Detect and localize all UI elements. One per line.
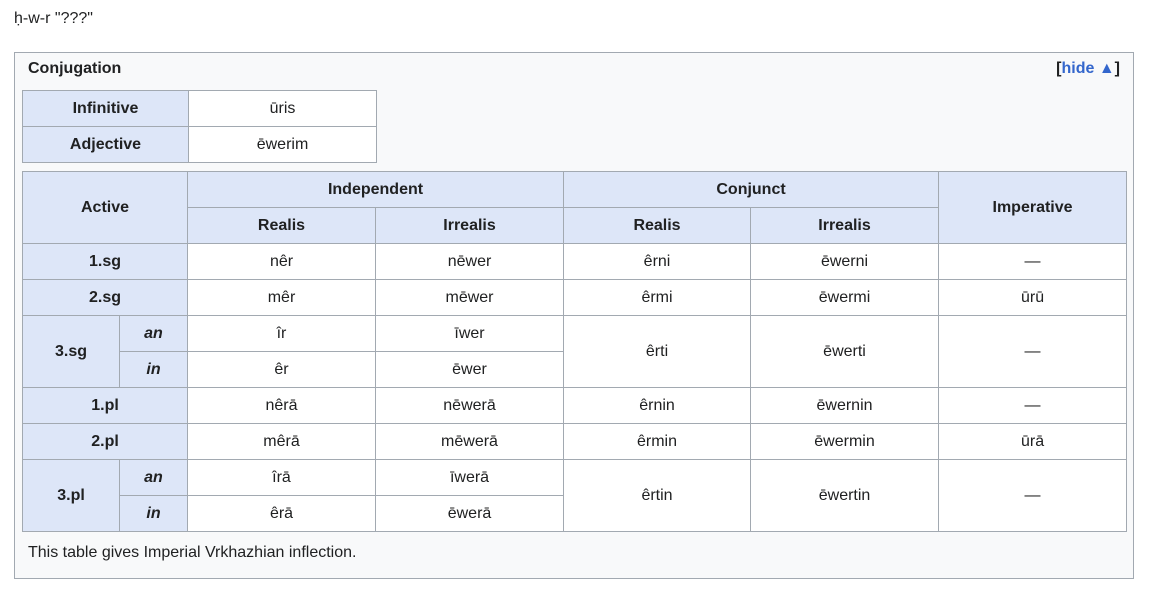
cell: êrnin xyxy=(563,387,752,424)
cell: êrti xyxy=(563,315,752,388)
cell: ēwerni xyxy=(750,243,940,280)
header-cell: 1.sg xyxy=(22,243,188,280)
header-cell: 2.pl xyxy=(22,423,188,460)
cell: ēwermin xyxy=(750,423,940,460)
page-title: ḥ-w-r "???" xyxy=(14,10,93,27)
cell: îr xyxy=(187,315,376,352)
header-cell: in xyxy=(119,351,188,388)
header-cell: Infinitive xyxy=(22,90,189,127)
header-cell: 3.sg xyxy=(22,315,120,388)
row: Infinitive ūris xyxy=(22,90,377,127)
cell: nêr xyxy=(187,243,376,280)
cell: nêrā xyxy=(187,387,376,424)
cell: mêr xyxy=(187,279,376,316)
row: 1.pl nêrā nēwerā êrnin ēwernin — xyxy=(22,387,1128,424)
row: 3.pl an îrā īwerā êrtin ēwertin — xyxy=(22,459,1128,532)
cell: — xyxy=(938,243,1128,280)
row: Active Independent Conjunct Imperative xyxy=(22,171,1128,244)
cell: ēwerti xyxy=(750,315,940,388)
toggle: [hide ▲] xyxy=(1056,60,1120,78)
header-cell: 3.pl xyxy=(22,459,120,532)
header-cell: Irrealis xyxy=(750,207,940,244)
header-cell: Imperative xyxy=(938,171,1128,244)
cell: ūrā xyxy=(938,423,1128,460)
row: 1.sg nêr nēwer êrni ēwerni — xyxy=(22,243,1128,280)
bracket: ] xyxy=(1114,60,1120,77)
cell: — xyxy=(938,387,1128,424)
cell: īwer xyxy=(374,315,565,352)
cell: ēwertin xyxy=(750,459,940,532)
cell: ūris xyxy=(188,90,377,127)
cell: ūrū xyxy=(938,279,1128,316)
conjugation-table: Active Independent Conjunct Imperative R… xyxy=(22,171,1128,532)
cell: mēwer xyxy=(374,279,565,316)
header-cell: an xyxy=(119,459,188,496)
bracket: [ xyxy=(1056,60,1062,77)
cell: êrni xyxy=(563,243,752,280)
cell: ēwerā xyxy=(374,495,565,532)
header-cell: an xyxy=(119,315,188,352)
row: 2.pl mêrā mēwerā êrmin ēwermin ūrā xyxy=(22,423,1128,460)
cell: nēwer xyxy=(374,243,565,280)
cell: mêrā xyxy=(187,423,376,460)
hide-link[interactable]: hide ▲ xyxy=(1061,60,1115,77)
cell: êr xyxy=(187,351,376,388)
header-cell: Conjunct xyxy=(563,171,940,208)
cell: êrtin xyxy=(563,459,752,532)
footer-note: This table gives Imperial Vrkhazhian inf… xyxy=(28,544,357,561)
cell: īwerā xyxy=(374,459,565,496)
cell: îrā xyxy=(187,459,376,496)
header-cell: Realis xyxy=(563,207,752,244)
header-cell: in xyxy=(119,495,188,532)
cell: mēwerā xyxy=(374,423,565,460)
box-title: Conjugation xyxy=(28,60,122,77)
cell: êrā xyxy=(187,495,376,532)
nonfinite-table: Infinitive ūris Adjective ēwerim xyxy=(22,90,377,163)
header-cell: 1.pl xyxy=(22,387,188,424)
row: 2.sg mêr mēwer êrmi ēwermi ūrū xyxy=(22,279,1128,316)
header-cell: Adjective xyxy=(22,126,189,163)
cell: — xyxy=(938,315,1128,388)
row: Adjective ēwerim xyxy=(22,126,377,163)
header-cell: Active xyxy=(22,171,188,244)
header-cell: Independent xyxy=(186,171,565,208)
cell: ēwernin xyxy=(750,387,940,424)
row: 3.sg an îr īwer êrti ēwerti — xyxy=(22,315,1128,388)
header-cell: Realis xyxy=(187,207,376,244)
cell: ēwer xyxy=(374,351,565,388)
header-cell: Irrealis xyxy=(374,207,565,244)
header-cell: 2.sg xyxy=(22,279,188,316)
cell: êrmi xyxy=(563,279,752,316)
cell: nēwerā xyxy=(374,387,565,424)
row: Realis Irrealis Realis Irrealis xyxy=(23,207,1127,244)
cell: ēwerim xyxy=(188,126,377,163)
cell: êrmin xyxy=(563,423,752,460)
cell: — xyxy=(938,459,1128,532)
row: in êrā ēwerā xyxy=(23,495,1127,532)
cell: ēwermi xyxy=(750,279,940,316)
